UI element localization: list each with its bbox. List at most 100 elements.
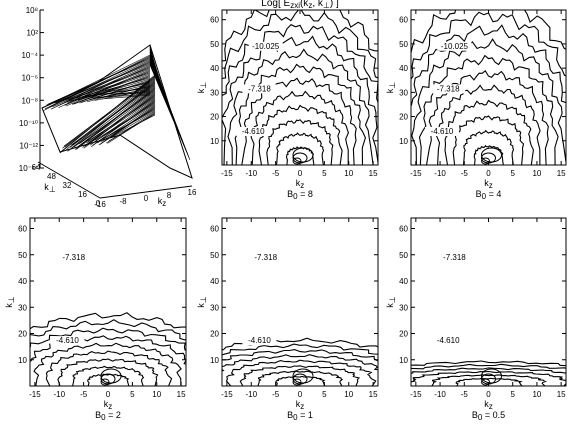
b0-label: B0 = 1 [287, 410, 313, 422]
x-tick-label: 10 [344, 390, 353, 399]
y-tick-label: 50 [399, 251, 408, 260]
y-tick-label: 20 [399, 330, 408, 339]
b0-label: B0 = 4 [476, 189, 502, 201]
y-axis-label: k⊥ [196, 296, 208, 308]
x-tick-label: -15 [410, 169, 422, 178]
y-tick-label: 40 [210, 277, 219, 286]
k-perp-tick-label: 16 [78, 190, 87, 199]
contour-line [33, 342, 182, 386]
x-tick-label: -10 [53, 390, 65, 399]
contour-line [250, 90, 349, 165]
x-tick-label: -15 [29, 390, 41, 399]
k-par-axis [99, 185, 193, 199]
y-tick-label: 60 [399, 16, 408, 25]
peak-contour [100, 368, 122, 384]
k-perp-tick-label: 48 [47, 172, 56, 181]
x-tick-label: 15 [177, 390, 186, 399]
x-tick-label: 5 [130, 390, 135, 399]
contour-line [418, 54, 559, 165]
z-tick-label: 10⁻¹⁴ [19, 164, 39, 173]
x-axis-label: kz [296, 178, 305, 190]
surface-mesh [41, 44, 193, 179]
x-tick-label: 5 [510, 169, 515, 178]
y-tick-label: 50 [210, 251, 219, 260]
contour-line [234, 63, 366, 165]
x-tick-label: -5 [80, 390, 88, 399]
contour-line [239, 365, 361, 386]
contour-line [444, 99, 534, 165]
y-tick-label: 40 [18, 277, 27, 286]
x-tick-label: 0 [106, 390, 111, 399]
y-tick-label: 30 [210, 88, 219, 97]
x-tick-label: -5 [272, 169, 280, 178]
contour-line [222, 337, 378, 351]
x-tick-label: -5 [461, 169, 469, 178]
z-tick-label: 10⁻¹² [20, 141, 39, 150]
contour-line [227, 48, 374, 165]
y-tick-label: 60 [210, 225, 219, 234]
plot-frame [410, 217, 567, 387]
x-tick-label: -15 [410, 390, 422, 399]
peak-contour [292, 157, 302, 165]
y-tick-label: 10 [18, 356, 27, 365]
k-perp-axis [37, 161, 101, 199]
contour-line [455, 377, 523, 386]
y-tick-label: 10 [399, 356, 408, 365]
y-tick-label: 20 [18, 330, 27, 339]
x-tick-label: -15 [221, 169, 233, 178]
contour-label: -7.318 [437, 84, 460, 93]
contour-line [411, 363, 566, 370]
contour-label: -4.610 [248, 336, 271, 345]
x-tick-label: -10 [434, 390, 446, 399]
y-tick-label: 20 [210, 113, 219, 122]
x-axis-label: kz [296, 399, 305, 411]
contour-line [222, 343, 378, 356]
y-tick-label: 30 [18, 303, 27, 312]
peak-contour [481, 378, 490, 386]
contour-panel-3: -7.318 -4.610 -15 -10 -5 0 5 10 15 10 20 30 40 50 60 kz… [4, 217, 187, 422]
x-axis-label: kz [484, 178, 493, 190]
y-tick-label: 20 [210, 330, 219, 339]
contour-line [30, 335, 186, 365]
x-tick-label: 5 [322, 390, 327, 399]
contour-panel-4: -7.318 -4.610 -15 -10 -5 0 5 10 15 10 20 30 40 50 60 kz… [196, 217, 379, 422]
peak-contour [292, 147, 314, 163]
contour-line [275, 375, 326, 386]
contour-line [411, 360, 566, 367]
y-axis-label: k⊥ [196, 82, 208, 94]
contour-label: -7.318 [254, 253, 277, 262]
y-axis-label: k⊥ [385, 82, 397, 94]
contour-label: -7.318 [62, 253, 85, 262]
contour-line [30, 319, 186, 341]
x-tick-label: 15 [369, 390, 378, 399]
x-tick-label: 0 [298, 169, 303, 178]
peak-contour [481, 147, 502, 163]
peak-contour [481, 368, 502, 384]
b0-label: B0 = 8 [287, 189, 313, 201]
peak-contour [292, 368, 314, 384]
peak-contour [292, 378, 302, 386]
k-par-tick-label: -16 [94, 200, 106, 209]
y-tick-label: 10 [210, 356, 219, 365]
contour-line [87, 373, 130, 386]
k-perp-tick-label: 64 [32, 163, 41, 172]
x-tick-label: 10 [532, 169, 541, 178]
contour-line [411, 10, 566, 56]
surface-outline [41, 44, 193, 179]
contour-line [222, 35, 378, 165]
k-perp-tick-label: 32 [63, 181, 72, 190]
k-perp-tick-label: 0 [96, 199, 101, 208]
z-tick-label: 10⁸ [26, 6, 38, 15]
y-tick-label: 40 [210, 64, 219, 73]
contour-line [411, 370, 566, 386]
contour-line [266, 119, 334, 165]
y-tick-label: 50 [18, 251, 27, 260]
contour-line [257, 370, 344, 386]
contour-panel-2: -10.025 -7.318 -4.610 -15 -10 -5 0 5 10 15 10 20 30 4… [385, 9, 567, 201]
x-tick-label: -10 [245, 390, 257, 399]
contour-line [222, 24, 378, 114]
contour-line [411, 367, 566, 374]
contour-line [452, 115, 525, 165]
contour-line [473, 144, 504, 165]
k-par-tick-label: 0 [144, 194, 149, 203]
